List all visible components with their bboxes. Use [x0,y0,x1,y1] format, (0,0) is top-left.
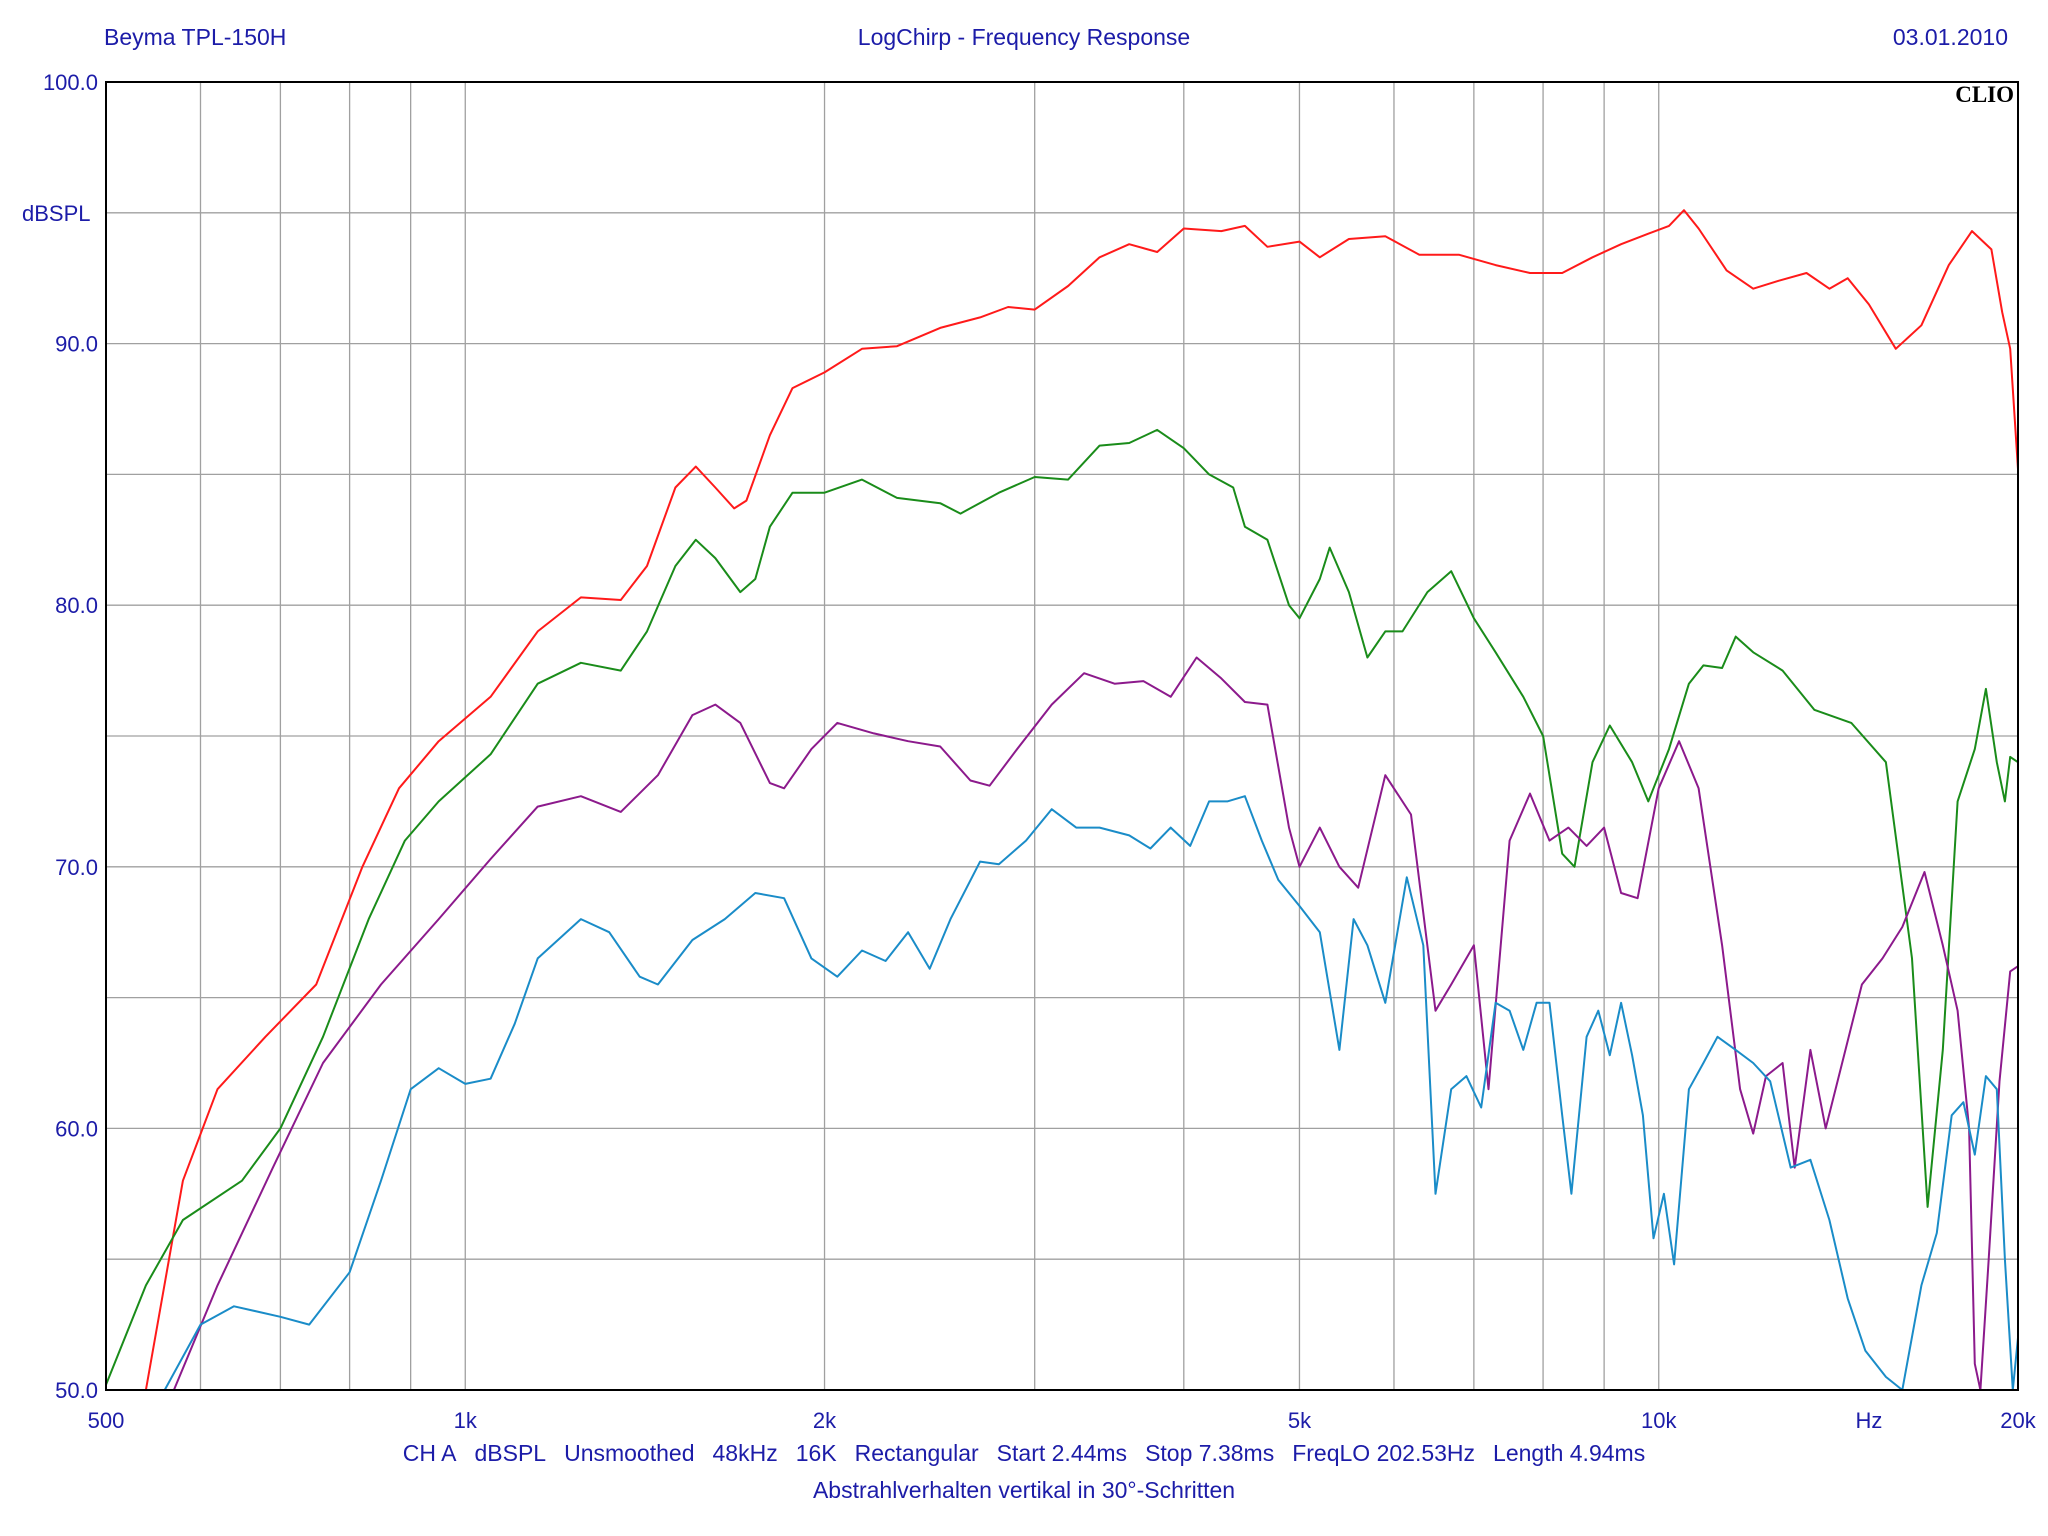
chart-caption: Abstrahlverhalten vertikal in 30°-Schrit… [812,1477,1236,1503]
chart-header-left: Beyma TPL-150H [104,24,287,50]
chart-title: LogChirp - Frequency Response [857,24,1191,50]
chart-labels: 50.0 60.0 70.0 80.0 90.0 100.0 dBSPL 500 1k 2k 5k 1… [22,70,2037,1433]
measurement-param: 16K [795,1440,837,1466]
measurement-param: Unsmoothed [564,1440,695,1466]
y-tick-label: 90.0 [55,332,98,357]
y-axis-label: dBSPL [22,201,91,226]
x-tick-label: 2k [813,1408,837,1433]
measurement-param: Rectangular [854,1440,979,1466]
measurement-param: 48kHz [712,1440,778,1466]
x-tick-label: 500 [88,1408,125,1433]
x-tick-label: 10k [1641,1408,1677,1433]
y-tick-label: 80.0 [55,593,98,618]
x-tick-label: 1k [454,1408,478,1433]
chart-series [105,209,2019,1391]
measurement-parameters: CH A dBSPL Unsmoothed 48kHz 16K Rectangular St… [0,1440,2048,1467]
measurement-param: Stop 7.38ms [1145,1440,1275,1466]
measurement-param: CH A [402,1440,457,1466]
measurement-param: dBSPL [474,1440,547,1466]
x-axis-label: Hz [1855,1408,1882,1433]
chart-grid [105,81,2019,1391]
plot-frame [105,81,2019,1391]
x-tick-label: 5k [1288,1408,1312,1433]
measurement-param: Length 4.94ms [1493,1440,1646,1466]
series-line-3 [172,656,2019,1391]
chart-date: 03.01.2010 [1892,24,2008,50]
y-tick-label: 70.0 [55,855,98,880]
series-line-4 [163,795,2019,1391]
series-line-2 [105,428,2019,1386]
y-tick-label: 50.0 [55,1378,98,1403]
series-line-1 [144,209,2019,1391]
x-tick-label: 20k [2000,1408,2036,1433]
y-tick-label: 100.0 [43,70,98,95]
y-tick-label: 60.0 [55,1116,98,1141]
measurement-param: FreqLO 202.53Hz [1292,1440,1476,1466]
measurement-param: Start 2.44ms [996,1440,1128,1466]
clio-logo: CLIO [1955,82,2014,107]
